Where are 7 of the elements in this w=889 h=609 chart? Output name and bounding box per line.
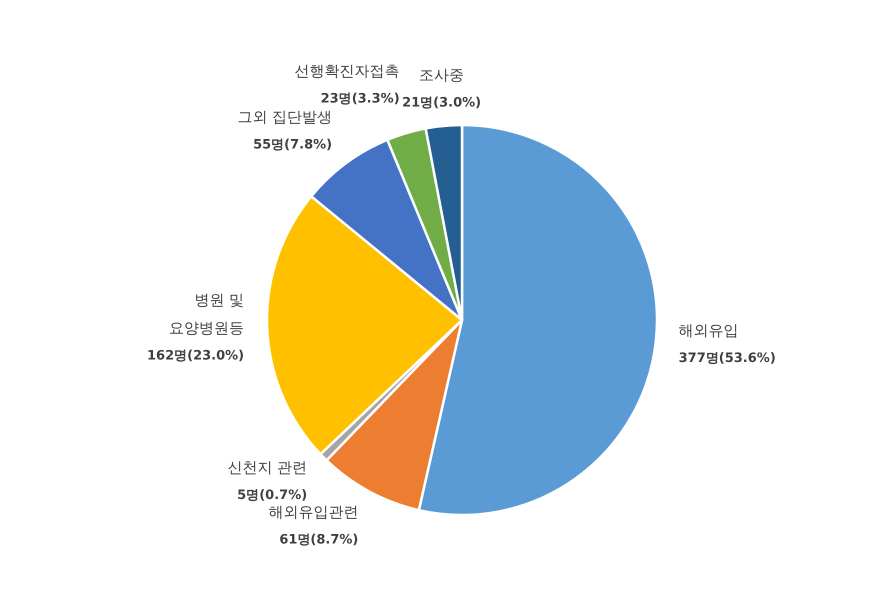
slice-label: 병원 및 요양병원등 162명(23.0%): [147, 290, 244, 364]
slice-label: 해외유입 377명(53.6%): [678, 321, 776, 366]
slice-label: 그외 집단발생 55명(7.8%): [237, 108, 332, 152]
slice-label: 조사중 21명(3.0%): [402, 66, 482, 110]
slice-label: 해외유입관련 61명(8.7%): [268, 502, 358, 548]
slice-label: 선행확진자접촉 23명(3.3%): [294, 62, 400, 107]
slice-label: 신천지 관련 5명(0.7%): [227, 458, 308, 503]
